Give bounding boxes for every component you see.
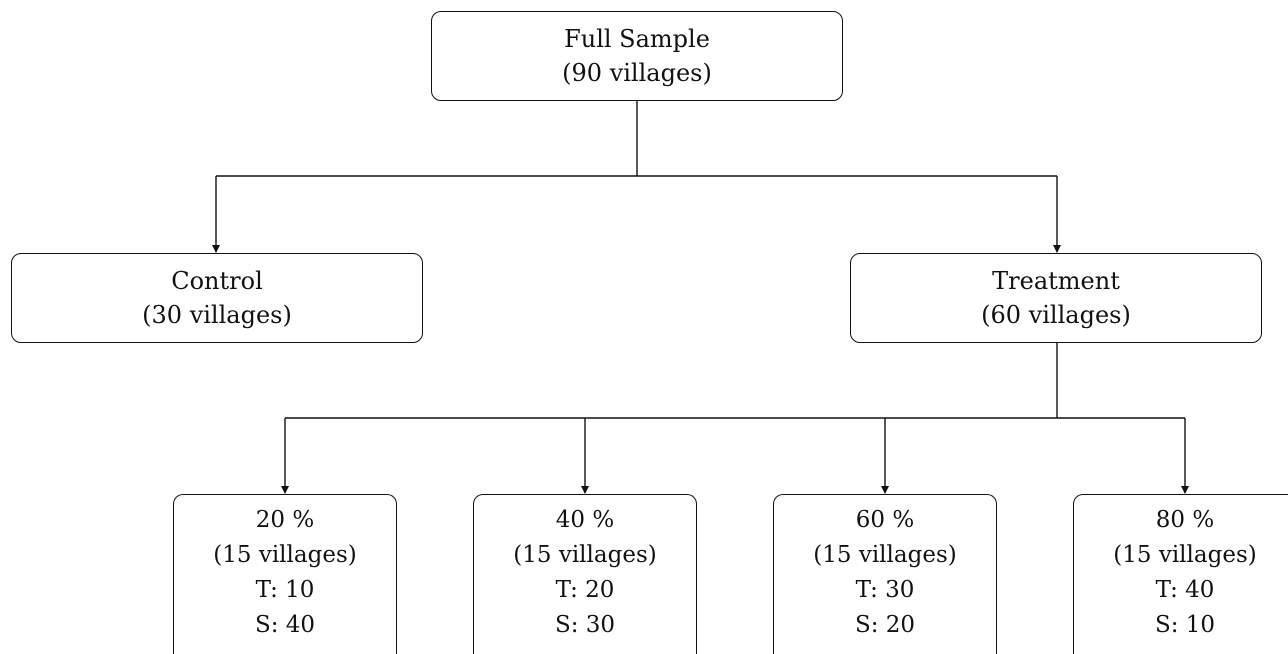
node-full-sample-title: Full Sample: [564, 25, 710, 53]
node-full-sample: Full Sample (90 villages): [431, 11, 843, 101]
node-treatment-title: Treatment: [992, 267, 1120, 295]
group-spillover: S: 30: [554, 612, 616, 638]
node-treatment: Treatment (60 villages): [850, 253, 1262, 343]
node-group-60: 60 % (15 villages) T: 30 S: 20: [773, 494, 997, 654]
group-treated: T: 10: [255, 577, 315, 603]
group-treated: T: 20: [555, 577, 615, 603]
node-control-count: (30 villages): [142, 301, 292, 329]
group-villages: (15 villages): [1113, 542, 1257, 568]
node-control-title: Control: [171, 267, 263, 295]
node-group-80: 80 % (15 villages) T: 40 S: 10: [1073, 494, 1288, 654]
group-spillover: S: 10: [1154, 612, 1216, 638]
group-villages: (15 villages): [513, 542, 657, 568]
group-treated: T: 40: [1155, 577, 1215, 603]
node-group-20: 20 % (15 villages) T: 10 S: 40: [173, 494, 397, 654]
node-control: Control (30 villages): [11, 253, 423, 343]
group-villages: (15 villages): [813, 542, 957, 568]
group-treated: T: 30: [855, 577, 915, 603]
node-group-40: 40 % (15 villages) T: 20 S: 30: [473, 494, 697, 654]
node-full-sample-count: (90 villages): [562, 59, 712, 87]
group-spillover: S: 20: [854, 612, 916, 638]
group-pct: 60 %: [855, 507, 915, 533]
group-pct: 40 %: [555, 507, 615, 533]
group-spillover: S: 40: [254, 612, 316, 638]
group-pct: 20 %: [255, 507, 315, 533]
group-pct: 80 %: [1155, 507, 1215, 533]
group-villages: (15 villages): [213, 542, 357, 568]
node-treatment-count: (60 villages): [981, 301, 1131, 329]
